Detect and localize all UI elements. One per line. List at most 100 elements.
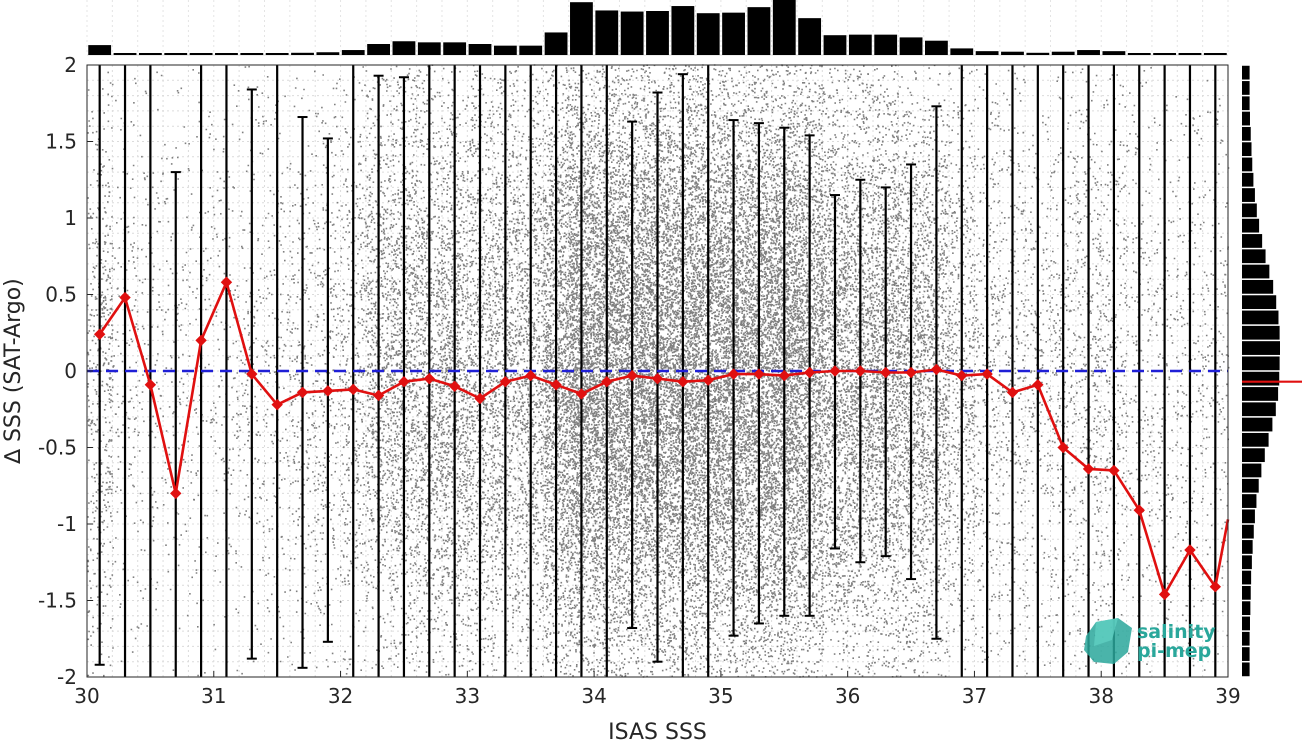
mean-point — [372, 389, 385, 402]
y-tick-label: 1 — [64, 206, 77, 230]
x-tick-label: 30 — [74, 684, 99, 708]
mean-point — [195, 334, 207, 347]
mean-point — [1006, 386, 1019, 399]
right-hist-bar — [1242, 218, 1260, 233]
right-hist-bar — [1242, 142, 1252, 157]
top-hist-bar — [772, 0, 796, 55]
mean-point — [246, 368, 258, 380]
mean-point — [1032, 379, 1044, 391]
y-tick-label: -2 — [57, 665, 77, 689]
top-hist-bar — [899, 37, 923, 55]
top-hist-bar — [950, 48, 974, 55]
mean-point — [702, 374, 714, 386]
right-hist-bar — [1242, 601, 1251, 616]
top-hist-bar — [747, 7, 771, 55]
right-hist-bar — [1242, 616, 1250, 631]
right-hist-bar — [1242, 172, 1254, 187]
mean-point — [474, 392, 486, 405]
right-hist-bar — [1242, 555, 1252, 570]
top-hist-bar — [1178, 53, 1202, 55]
mean-point — [803, 366, 816, 379]
mean-point — [398, 376, 410, 388]
x-tick-label: 39 — [1215, 684, 1240, 708]
x-axis-ticks: 30 31 32 33 34 35 36 37 38 39 — [74, 671, 1241, 708]
y-tick-label: 1.5 — [45, 130, 77, 154]
top-hist-bar — [519, 45, 543, 55]
top-hist-bar — [291, 52, 314, 55]
right-hist-bar — [1242, 570, 1252, 585]
mean-point — [829, 365, 841, 377]
top-hist-bar — [138, 53, 162, 55]
mean-point — [677, 376, 689, 388]
y-tick-label: -1 — [57, 512, 77, 536]
top-hist-bar — [925, 40, 948, 55]
top-hist-bar — [975, 51, 999, 55]
right-hist-bar — [1242, 524, 1254, 539]
mean-point — [601, 376, 613, 388]
right-hist-bar — [1242, 234, 1263, 248]
y-tick-label: 0.5 — [45, 283, 77, 307]
right-hist-bar — [1242, 631, 1250, 646]
right-hist-bar — [1242, 81, 1250, 95]
top-hist-bar — [1203, 53, 1227, 55]
right-histogram — [1242, 65, 1302, 677]
right-hist-bar — [1242, 371, 1280, 386]
right-hist-bar — [1242, 387, 1279, 401]
right-hist-bar — [1242, 448, 1265, 463]
right-hist-bar — [1242, 310, 1279, 325]
right-hist-bar — [1242, 249, 1266, 264]
top-hist-bar — [570, 2, 593, 55]
mean-point — [525, 369, 537, 382]
mean-point — [170, 487, 182, 500]
right-hist-bar — [1242, 432, 1269, 447]
mean-point — [1108, 464, 1120, 477]
logo-line2: pi-mep — [1137, 640, 1211, 662]
logo-mark-facet-icon — [1094, 618, 1118, 646]
right-hist-bar — [1242, 111, 1250, 126]
top-hist-bar — [671, 6, 695, 56]
top-hist-bar — [1153, 53, 1177, 55]
right-hist-bar — [1242, 96, 1250, 111]
mean-point — [727, 368, 740, 380]
mean-point — [1184, 544, 1196, 556]
top-hist-bar — [215, 53, 238, 55]
top-hist-bar — [848, 34, 872, 55]
y-tick-label: -1.5 — [38, 589, 77, 613]
right-hist-bar — [1242, 463, 1262, 478]
top-hist-bar — [1051, 51, 1075, 55]
right-hist-bar — [1242, 279, 1274, 294]
top-histogram — [86, 0, 1229, 56]
mean-point — [575, 388, 588, 400]
mean-point — [930, 363, 943, 376]
top-hist-bar — [113, 53, 137, 55]
mean-point — [1158, 588, 1171, 601]
right-hist-bar — [1242, 325, 1280, 340]
top-hist-bar — [696, 13, 720, 55]
top-hist-bar — [417, 42, 441, 55]
right-hist-bar — [1242, 494, 1257, 508]
top-hist-bar — [823, 35, 847, 55]
top-hist-bar — [1102, 51, 1126, 55]
right-hist-bar — [1242, 662, 1250, 677]
mean-point — [423, 372, 436, 385]
x-tick-label: 36 — [835, 684, 860, 708]
mean-series-line — [93, 276, 1230, 601]
mean-point — [854, 365, 867, 377]
right-hist-bar — [1242, 264, 1270, 279]
top-hist-bar — [265, 53, 289, 55]
mean-point — [322, 385, 334, 397]
x-tick-label: 38 — [1088, 684, 1113, 708]
top-hist-bar — [88, 45, 112, 55]
right-hist-bar — [1242, 402, 1276, 417]
right-hist-bar — [1242, 478, 1259, 493]
right-hist-bar — [1242, 417, 1273, 432]
logo-line1: salinity — [1137, 621, 1216, 643]
right-hist-bar — [1242, 188, 1255, 202]
top-hist-bar — [722, 12, 745, 55]
mean-point — [296, 386, 309, 399]
mean-point — [778, 369, 790, 382]
top-hist-bar — [1127, 53, 1151, 55]
x-tick-label: 34 — [581, 684, 606, 708]
top-hist-bar — [493, 45, 517, 55]
x-axis-label: ISAS SSS — [608, 720, 707, 742]
